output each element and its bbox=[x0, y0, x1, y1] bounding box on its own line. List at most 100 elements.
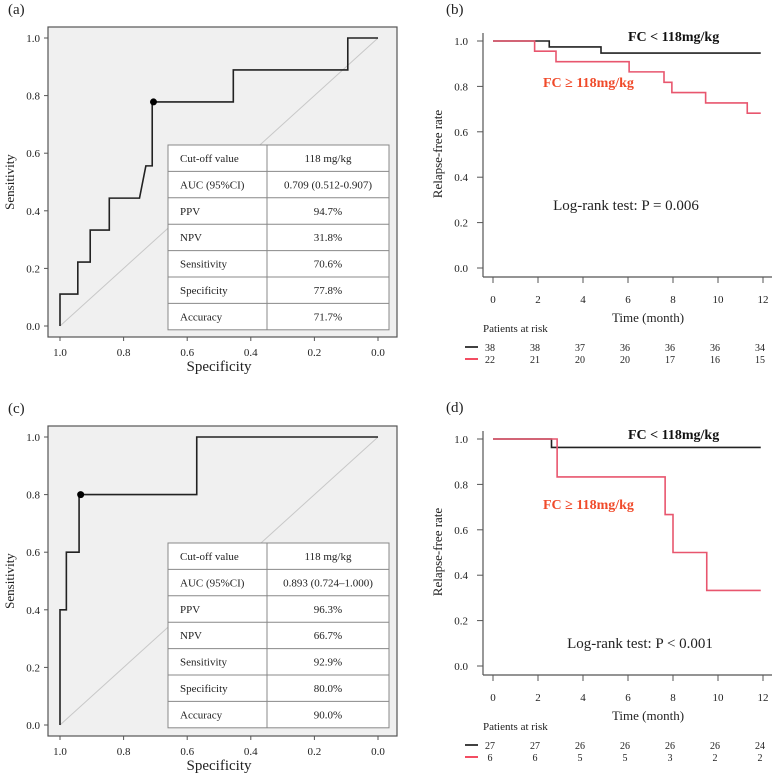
table-label: Specificity bbox=[180, 683, 228, 695]
risk-count: 6 bbox=[488, 753, 493, 764]
x-axis-label: Time (month) bbox=[612, 708, 684, 723]
x-tick-label: 12 bbox=[758, 294, 769, 306]
risk-count: 6 bbox=[533, 753, 538, 764]
risk-table-title: Patients at risk bbox=[483, 323, 548, 335]
series-label-low-fc: FC < 118mg/kg bbox=[628, 428, 719, 443]
x-tick-label: 10 bbox=[713, 294, 725, 306]
km-curve-high-fc bbox=[493, 40, 761, 114]
y-tick-label: 0.0 bbox=[454, 661, 468, 673]
table-label: Sensitivity bbox=[180, 657, 228, 669]
x-tick-label: 4 bbox=[580, 692, 586, 704]
risk-count: 24 bbox=[755, 741, 765, 752]
table-label: Accuracy bbox=[180, 311, 223, 323]
table-label: AUC (95%CI) bbox=[180, 577, 245, 589]
y-tick-label: 0.8 bbox=[26, 490, 40, 502]
x-tick-label: 0.6 bbox=[180, 746, 194, 758]
table-value: 66.7% bbox=[314, 630, 342, 642]
log-rank-annotation: Log-rank test: P = 0.006 bbox=[553, 198, 699, 214]
x-tick-label: 6 bbox=[625, 692, 631, 704]
km-curve-low-fc bbox=[493, 438, 761, 449]
risk-count: 22 bbox=[485, 355, 495, 366]
table-value: 94.7% bbox=[314, 206, 342, 218]
y-axis-label: Relapse-free rate bbox=[430, 110, 445, 199]
table-label: Accuracy bbox=[180, 709, 223, 721]
table-value: 0.709 (0.512-0.907) bbox=[284, 179, 372, 191]
risk-count: 27 bbox=[485, 741, 495, 752]
roc-curve bbox=[59, 37, 378, 326]
y-tick-label: 0.0 bbox=[26, 720, 40, 732]
series-label-low-fc: FC < 118mg/kg bbox=[628, 30, 719, 45]
y-tick-label: 1.0 bbox=[454, 36, 468, 48]
table-label: PPV bbox=[180, 604, 200, 616]
table-value: 90.0% bbox=[314, 709, 342, 721]
table-label: AUC (95%CI) bbox=[180, 179, 245, 191]
risk-count: 17 bbox=[665, 355, 675, 366]
x-tick-label: 0.6 bbox=[180, 347, 194, 359]
y-tick-label: 0.6 bbox=[454, 525, 468, 537]
y-tick-label: 1.0 bbox=[454, 434, 468, 446]
table-label: Sensitivity bbox=[180, 259, 228, 271]
table-label: NPV bbox=[180, 232, 202, 244]
y-tick-label: 0.0 bbox=[26, 321, 40, 333]
table-value: 96.3% bbox=[314, 604, 342, 616]
y-tick-label: 0.6 bbox=[26, 547, 40, 559]
panel-label: (b) bbox=[446, 2, 464, 18]
risk-count: 15 bbox=[755, 355, 765, 366]
risk-count: 16 bbox=[710, 355, 720, 366]
x-tick-label: 2 bbox=[535, 294, 541, 306]
risk-count: 36 bbox=[710, 343, 720, 354]
panel-label: (d) bbox=[446, 400, 464, 416]
x-tick-label: 0.0 bbox=[371, 347, 385, 359]
roc-curve bbox=[59, 436, 378, 725]
risk-count: 34 bbox=[755, 343, 765, 354]
x-tick-label: 0 bbox=[490, 692, 496, 704]
x-tick-label: 0.2 bbox=[308, 746, 322, 758]
table-value: 71.7% bbox=[314, 311, 342, 323]
table-label: Cut-off value bbox=[180, 551, 239, 563]
panel-label: (a) bbox=[8, 2, 25, 18]
table-value: 92.9% bbox=[314, 657, 342, 669]
y-tick-label: 0.8 bbox=[26, 91, 40, 103]
y-tick-label: 0.8 bbox=[454, 479, 468, 491]
x-tick-label: 12 bbox=[758, 692, 769, 704]
x-tick-label: 2 bbox=[535, 692, 541, 704]
y-tick-label: 0.4 bbox=[26, 605, 40, 617]
risk-table-title: Patients at risk bbox=[483, 721, 548, 733]
risk-count: 36 bbox=[620, 343, 630, 354]
table-value: 80.0% bbox=[314, 683, 342, 695]
km-panel-b: (b) 0.0 0.2 0.4 0.6 0.8 1.0 0 2 4 6 8 10 12 Time (mont… bbox=[430, 2, 772, 366]
risk-count: 38 bbox=[485, 343, 495, 354]
risk-count: 21 bbox=[530, 355, 540, 366]
log-rank-annotation: Log-rank test: P < 0.001 bbox=[567, 636, 713, 652]
table-label: NPV bbox=[180, 630, 202, 642]
y-tick-label: 0.2 bbox=[454, 218, 468, 230]
table-value: 0.893 (0.724–1.000) bbox=[283, 577, 373, 589]
series-label-high-fc: FC ≥ 118mg/kg bbox=[543, 76, 634, 91]
roc-panel-c: (c) 0.0 0.2 0.4 0.6 0.8 1.0 1.0 0.8 0.6 0.4 0.2 0.0 S… bbox=[2, 401, 398, 774]
km-curve-high-fc bbox=[493, 438, 761, 592]
table-value: 77.8% bbox=[314, 285, 342, 297]
x-tick-label: 0 bbox=[490, 294, 496, 306]
risk-count: 26 bbox=[620, 741, 630, 752]
x-tick-label: 0.8 bbox=[117, 347, 131, 359]
x-tick-label: 8 bbox=[670, 692, 676, 704]
y-tick-label: 1.0 bbox=[26, 432, 40, 444]
km-curve-low-fc bbox=[493, 40, 761, 54]
y-tick-label: 0.2 bbox=[26, 263, 40, 275]
table-value: 31.8% bbox=[314, 232, 342, 244]
x-tick-label: 8 bbox=[670, 294, 676, 306]
table-value: 118 mg/kg bbox=[305, 551, 352, 563]
risk-count: 20 bbox=[620, 355, 630, 366]
y-tick-label: 0.4 bbox=[454, 570, 468, 582]
y-tick-label: 0.2 bbox=[26, 662, 40, 674]
panel-label: (c) bbox=[8, 401, 25, 417]
x-tick-label: 4 bbox=[580, 294, 586, 306]
series-label-high-fc: FC ≥ 118mg/kg bbox=[543, 498, 634, 513]
y-tick-label: 0.0 bbox=[454, 263, 468, 275]
table-value: 118 mg/kg bbox=[305, 153, 352, 165]
x-tick-label: 0.0 bbox=[371, 746, 385, 758]
risk-count: 2 bbox=[758, 753, 763, 764]
table-label: Specificity bbox=[180, 285, 228, 297]
